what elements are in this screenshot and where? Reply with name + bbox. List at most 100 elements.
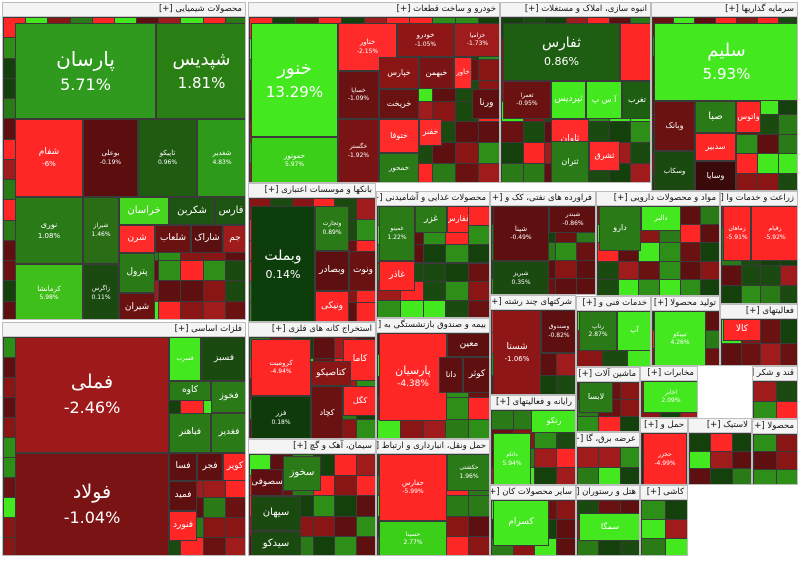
stock-tile[interactable]: وسکاب: [654, 151, 695, 190]
stock-tile[interactable]: سیهان: [251, 496, 301, 531]
stock-tile[interactable]: شبندر -0.86%: [549, 206, 595, 233]
sector-17[interactable]: فعالیتهای [+] کالا: [720, 304, 798, 366]
sector-7[interactable]: مواد و محصولات دارویی [+] دارو دالبر: [596, 191, 720, 296]
stock-tile[interactable]: کرومیت -4.94%: [251, 339, 311, 396]
stock-tile[interactable]: حسینا 2.77%: [379, 521, 447, 555]
stock-tile[interactable]: سدبیر: [695, 133, 736, 161]
sector-14[interactable]: شرکتهای چند رشته [+] شستا -1.06% وصندوق -0.8…: [490, 295, 576, 395]
stock-tile[interactable]: ختوقا: [379, 119, 419, 153]
stock-tile[interactable]: غمینو 1.22%: [379, 206, 415, 261]
sector-1[interactable]: خودرو و ساخت قطعات [+] خنور 13.29% ختاور -2.…: [248, 2, 500, 183]
sector-title[interactable]: فلزات اساسی [+]: [3, 323, 245, 337]
sector-title[interactable]: سیمان، آهک و گچ [+]: [249, 440, 375, 454]
stock-tile[interactable]: ونوت: [349, 251, 375, 291]
stock-tile[interactable]: کالا: [723, 319, 761, 341]
sector-title[interactable]: محصولات غذایی و آشامیدنی [+]: [377, 192, 489, 206]
stock-tile[interactable]: کتاصیکو: [311, 361, 351, 386]
stock-tile[interactable]: خگستر -1.92%: [338, 119, 379, 182]
stock-tile[interactable]: نوری 1.08%: [15, 197, 83, 264]
sector-title[interactable]: مواد و محصولات دارویی [+]: [597, 192, 719, 206]
stock-tile[interactable]: کویر: [223, 453, 245, 481]
sector-0[interactable]: محصولات شیمیایی [+] پارسان 5.71% شپدیس 1.81%…: [2, 2, 246, 320]
stock-tile[interactable]: خمحور: [379, 153, 419, 182]
stock-tile[interactable]: تیپیکو 4.26%: [654, 311, 706, 365]
stock-tile[interactable]: زقیام -5.92%: [751, 206, 797, 261]
stock-tile[interactable]: کرمانشا 5.98%: [15, 264, 83, 319]
stock-tile[interactable]: خپارس: [379, 57, 419, 89]
sector-18[interactable]: ماشین آلات [+] لابسا: [576, 367, 640, 432]
stock-tile[interactable]: بوعلی -0.19%: [83, 119, 138, 197]
stock-tile[interactable]: صبا: [695, 101, 736, 133]
sector-title[interactable]: سایر محصولات کان [+]: [491, 486, 575, 500]
sector-3[interactable]: سرمایه گذاریها [+] سلیم 5.93% وبانک صبا واتوس…: [651, 2, 798, 191]
stock-tile[interactable]: زماهان -5.91%: [723, 206, 751, 261]
stock-tile[interactable]: شیراز 1.46%: [83, 197, 119, 264]
stock-tile[interactable]: فنورد: [169, 511, 197, 541]
sector-28[interactable]: محصولا [+]: [752, 419, 798, 485]
stock-tile[interactable]: ثتران: [551, 141, 589, 182]
stock-tile[interactable]: شبریز 0.35%: [493, 261, 549, 294]
sector-12[interactable]: سیمان، آهک و گچ [+] سخوز سصوفی سیهان سیدکو: [248, 439, 376, 556]
sector-title[interactable]: فعالیتهای [+]: [721, 305, 797, 319]
stock-tile[interactable]: کچاد: [311, 386, 343, 438]
sector-23[interactable]: حمل و [+] حخزر -4.99%: [640, 418, 688, 485]
sector-27[interactable]: لاستیک [+]: [688, 418, 752, 485]
stock-tile[interactable]: سیدکو: [251, 531, 301, 555]
sector-title[interactable]: فراورده های نفتی، کک و [+]: [491, 192, 595, 206]
sector-24[interactable]: سایر محصولات کان [+] کسرام: [490, 485, 576, 556]
sector-13[interactable]: حمل ونقل، انبارداری و ارتباط [+] حفارس -5.…: [376, 439, 490, 556]
sector-title[interactable]: استخراج کانه های فلزی [+]: [249, 323, 375, 337]
stock-tile[interactable]: سلیم 5.93%: [654, 23, 797, 101]
stock-tile[interactable]: شرن: [119, 225, 155, 253]
sector-4[interactable]: بانکها و موسسات اعتباری [+] وبملت 0.14% وتج…: [248, 183, 376, 322]
stock-tile[interactable]: فارس: [215, 197, 245, 225]
stock-tile[interactable]: فغدیر: [211, 413, 245, 453]
stock-tile[interactable]: کوثر: [463, 357, 489, 393]
stock-tile[interactable]: خموتور 5.97%: [251, 137, 338, 182]
stock-tile[interactable]: پارسیان -4.38%: [379, 333, 447, 421]
stock-tile[interactable]: غفارس: [447, 206, 469, 233]
stock-tile[interactable]: ثفارس 0.86%: [503, 23, 620, 81]
stock-tile[interactable]: آپ: [617, 311, 650, 351]
stock-tile[interactable]: شلعاب: [155, 225, 191, 253]
stock-tile[interactable]: شستا -1.06%: [493, 310, 541, 394]
sector-25[interactable]: هتل و رستوران [+] سمگا: [576, 485, 640, 556]
sector-15[interactable]: خدمات فنی و [+] رتاپ 2.87% آپ: [576, 296, 651, 367]
sector-22[interactable]: عرضه برق، گا [+]: [576, 432, 640, 485]
stock-tile[interactable]: خساپا -1.09%: [338, 71, 379, 119]
sector-6[interactable]: فراورده های نفتی، کک و [+] شپنا -0.49% شبند…: [490, 191, 596, 295]
sector-title[interactable]: انبوه سازی، املاک و مستغلات [+]: [501, 3, 650, 17]
sector-8[interactable]: زراعت و خدمات وا [+]زماهان-5.91%زقیام-5.…: [720, 191, 798, 304]
sector-title[interactable]: حمل ونقل، انبارداری و ارتباط [+]: [377, 440, 489, 454]
stock-tile[interactable]: وسایا: [695, 161, 736, 190]
stock-tile[interactable]: داتام 5.94%: [493, 433, 531, 484]
stock-tile[interactable]: واتوس: [736, 101, 761, 133]
sector-10[interactable]: استخراج کانه های فلزی [+] کرومیت -4.94% کام…: [248, 322, 376, 439]
sector-title[interactable]: شرکتهای چند رشته [+]: [491, 296, 575, 310]
stock-tile[interactable]: فباهنر: [169, 413, 211, 453]
sector-26[interactable]: کاشی [+]: [640, 485, 688, 556]
sector-title[interactable]: حمل و [+]: [641, 419, 687, 433]
stock-tile[interactable]: ورنا: [472, 89, 499, 119]
stock-tile[interactable]: ثعمرا -0.95%: [503, 81, 551, 119]
stock-tile[interactable]: فسا: [169, 453, 197, 481]
stock-tile[interactable]: لابسا: [579, 382, 613, 413]
stock-tile[interactable]: وبانک: [654, 101, 695, 151]
stock-tile[interactable]: خودرو -1.05%: [397, 23, 454, 57]
stock-tile[interactable]: سصوفی: [251, 469, 283, 496]
stock-tile[interactable]: شپنا -0.49%: [493, 206, 549, 261]
stock-tile[interactable]: دارو: [599, 206, 641, 251]
sector-title[interactable]: ماشین آلات [+]: [577, 368, 639, 382]
stock-tile[interactable]: خاور: [454, 57, 472, 89]
stock-tile[interactable]: فمید: [169, 481, 197, 511]
stock-tile[interactable]: کاوه: [169, 381, 211, 401]
stock-tile[interactable]: خزامیا -1.73%: [454, 23, 499, 57]
stock-tile[interactable]: آ س پ: [586, 81, 622, 119]
stock-tile[interactable]: شپدیس 1.81%: [156, 23, 245, 119]
sector-title[interactable]: زراعت و خدمات وا [+]: [721, 192, 797, 206]
sector-16[interactable]: تولید محصولا [+] تیپیکو 4.26%: [651, 296, 720, 366]
stock-tile[interactable]: [620, 23, 650, 81]
sector-title[interactable]: رایانه و فعالیتهای [+]: [491, 396, 575, 410]
sector-title[interactable]: کاشی [+]: [641, 486, 687, 500]
stock-tile[interactable]: پترول: [119, 253, 155, 293]
